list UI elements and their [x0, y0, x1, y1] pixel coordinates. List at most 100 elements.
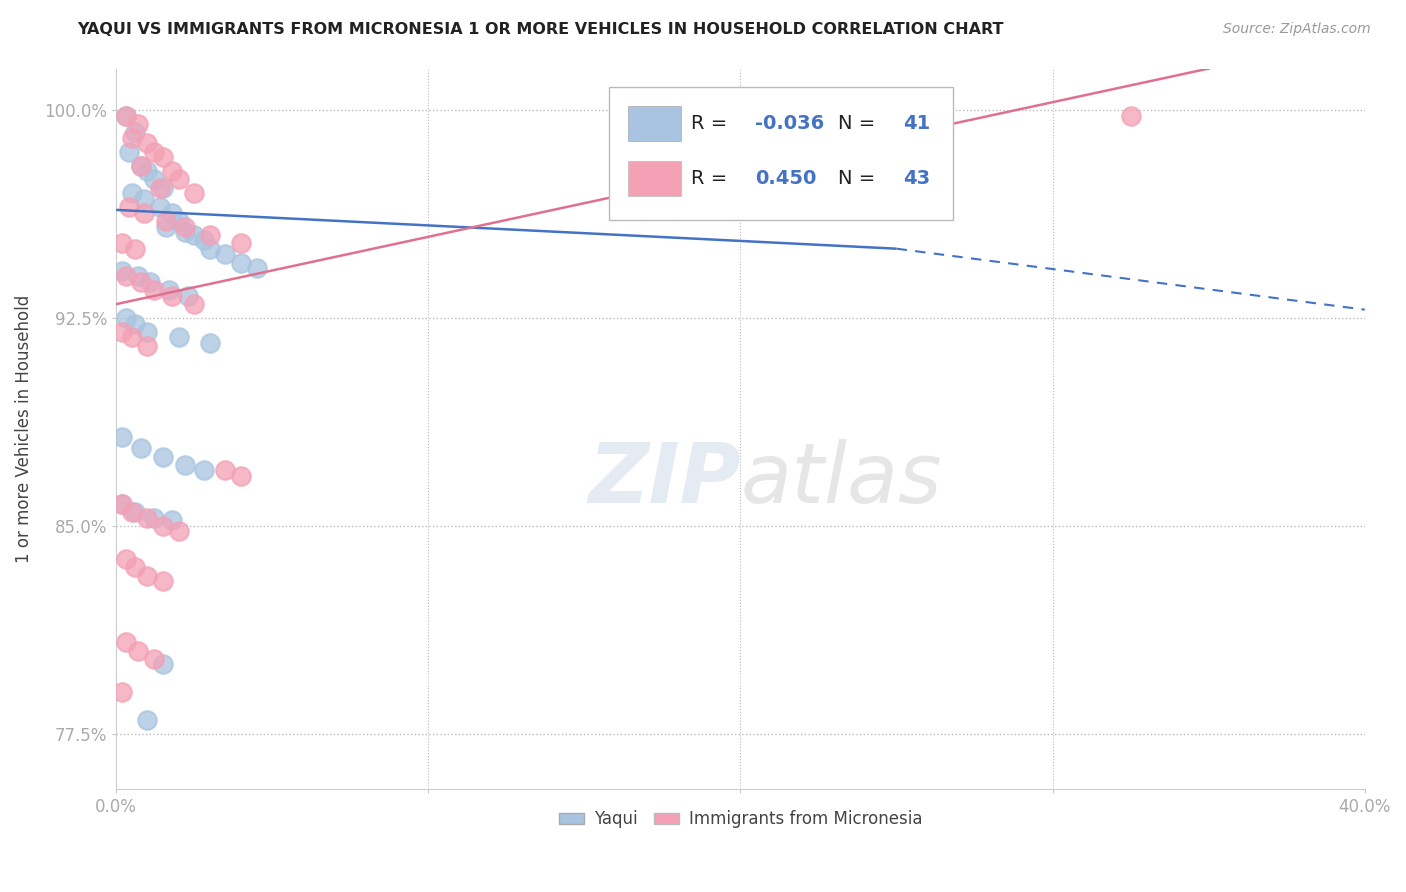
Point — [229, 469, 252, 483]
Point — [155, 219, 177, 234]
Point — [136, 568, 159, 582]
Text: atlas: atlas — [741, 439, 942, 520]
Point — [129, 442, 152, 456]
Point — [121, 505, 143, 519]
Text: Source: ZipAtlas.com: Source: ZipAtlas.com — [1223, 22, 1371, 37]
Text: ZIP: ZIP — [588, 439, 741, 520]
Point — [111, 497, 134, 511]
Point — [229, 236, 252, 251]
Point — [152, 180, 174, 194]
Point — [152, 574, 174, 589]
Point — [111, 497, 134, 511]
Point — [152, 450, 174, 464]
Text: N =: N = — [838, 169, 882, 188]
Point — [111, 325, 134, 339]
Text: R =: R = — [690, 169, 733, 188]
Point — [114, 109, 136, 123]
Point — [114, 635, 136, 649]
Point — [152, 150, 174, 164]
Point — [124, 125, 146, 139]
Point — [167, 330, 190, 344]
Point — [142, 510, 165, 524]
Point — [193, 463, 215, 477]
FancyBboxPatch shape — [609, 87, 953, 219]
Point — [129, 159, 152, 173]
Point — [149, 180, 172, 194]
Point — [198, 242, 221, 256]
Point — [142, 145, 165, 159]
Point — [142, 652, 165, 666]
Point — [183, 186, 205, 201]
Point — [155, 214, 177, 228]
Text: 41: 41 — [903, 114, 929, 133]
Point — [117, 200, 139, 214]
Point — [167, 214, 190, 228]
Point — [167, 172, 190, 186]
Text: -0.036: -0.036 — [755, 114, 825, 133]
FancyBboxPatch shape — [628, 161, 681, 196]
Point — [111, 430, 134, 444]
Point — [136, 510, 159, 524]
Point — [134, 192, 156, 206]
Text: R =: R = — [690, 114, 733, 133]
Text: 0.450: 0.450 — [755, 169, 817, 188]
Point — [198, 335, 221, 350]
Point — [124, 317, 146, 331]
Point — [162, 513, 184, 527]
Point — [142, 172, 165, 186]
Point — [214, 247, 236, 261]
Point — [173, 219, 195, 234]
Point — [136, 339, 159, 353]
Point — [167, 524, 190, 539]
Point — [127, 643, 149, 657]
Point — [134, 205, 156, 219]
Point — [246, 261, 269, 276]
Point — [117, 145, 139, 159]
Point — [114, 552, 136, 566]
Text: N =: N = — [838, 114, 882, 133]
Point — [229, 255, 252, 269]
Point — [136, 136, 159, 151]
Point — [114, 109, 136, 123]
Point — [114, 269, 136, 284]
Point — [136, 164, 159, 178]
Point — [124, 560, 146, 574]
Legend: Yaqui, Immigrants from Micronesia: Yaqui, Immigrants from Micronesia — [553, 804, 929, 835]
Point — [149, 200, 172, 214]
Y-axis label: 1 or more Vehicles in Household: 1 or more Vehicles in Household — [15, 294, 32, 563]
Point — [157, 283, 180, 297]
Point — [198, 227, 221, 242]
Point — [152, 519, 174, 533]
Point — [173, 225, 195, 239]
Point — [127, 269, 149, 284]
FancyBboxPatch shape — [628, 106, 681, 141]
Point — [114, 310, 136, 325]
Point — [136, 325, 159, 339]
Point — [124, 505, 146, 519]
Point — [121, 330, 143, 344]
Point — [162, 164, 184, 178]
Point — [111, 236, 134, 251]
Point — [162, 205, 184, 219]
Point — [183, 297, 205, 311]
Point — [214, 463, 236, 477]
Point — [142, 283, 165, 297]
Point — [136, 713, 159, 727]
Point — [139, 275, 162, 289]
Point — [111, 264, 134, 278]
Point — [111, 685, 134, 699]
Point — [162, 289, 184, 303]
Point — [177, 289, 200, 303]
Text: YAQUI VS IMMIGRANTS FROM MICRONESIA 1 OR MORE VEHICLES IN HOUSEHOLD CORRELATION : YAQUI VS IMMIGRANTS FROM MICRONESIA 1 OR… — [77, 22, 1004, 37]
Point — [152, 657, 174, 672]
Point — [121, 131, 143, 145]
Point — [127, 117, 149, 131]
Point — [124, 242, 146, 256]
Point — [183, 227, 205, 242]
Point — [193, 233, 215, 247]
Point — [129, 159, 152, 173]
Point — [173, 458, 195, 472]
Point — [1119, 109, 1142, 123]
Point — [129, 275, 152, 289]
Point — [121, 186, 143, 201]
